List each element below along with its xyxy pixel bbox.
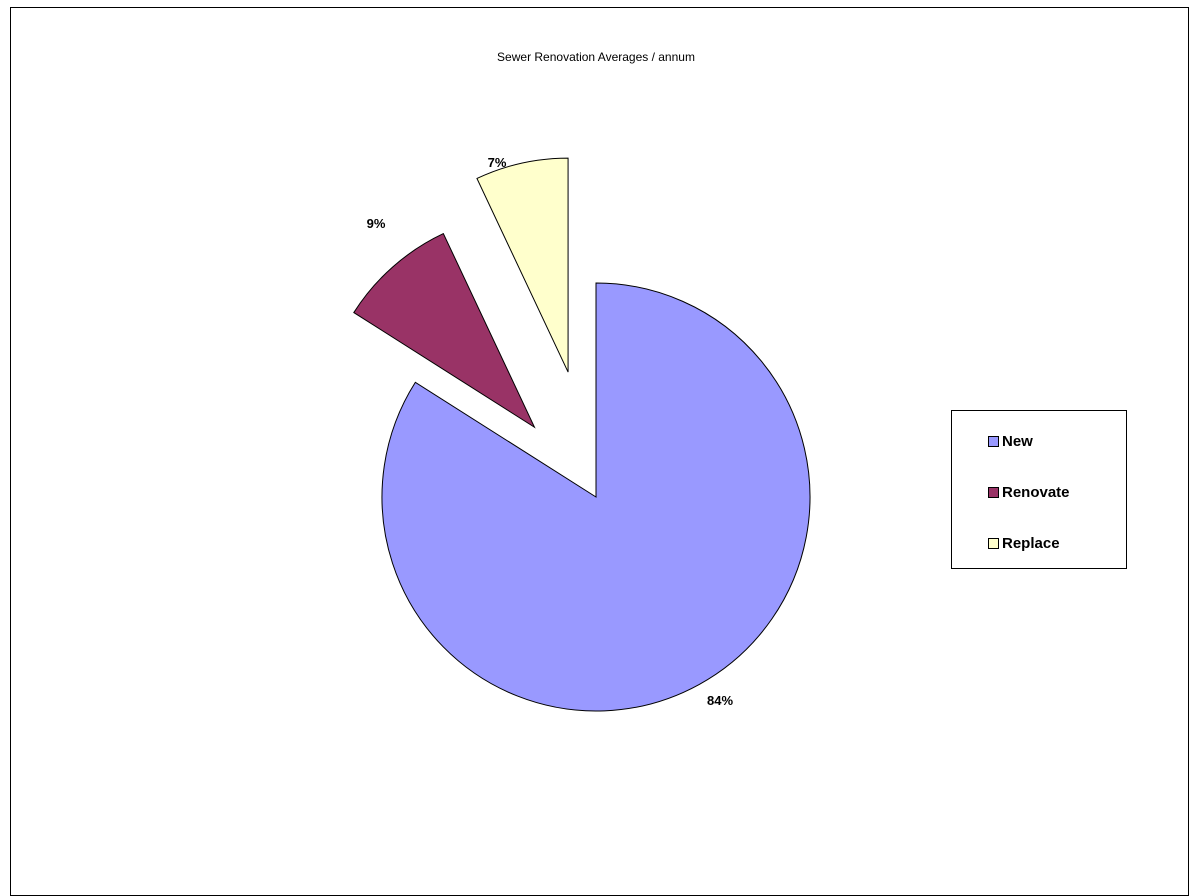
legend-label-replace: Replace xyxy=(1002,534,1060,552)
data-label-replace: 7% xyxy=(488,155,507,170)
legend-swatch-new xyxy=(988,435,999,447)
legend-label-renovate: Renovate xyxy=(1002,483,1070,501)
pie-slice-new xyxy=(381,282,811,712)
legend-swatch-renovate xyxy=(988,486,999,498)
chart-title: Sewer Renovation Averages / annum xyxy=(497,50,695,64)
pie-slice-renovate xyxy=(353,232,536,429)
data-label-renovate: 9% xyxy=(367,216,386,231)
pie-labels: 84% 9% 7% xyxy=(367,155,734,708)
legend-label-new: New xyxy=(1002,432,1033,450)
legend: New Renovate Replace xyxy=(951,410,1127,569)
pie-slice-replace xyxy=(476,157,569,373)
legend-item-renovate: Renovate xyxy=(988,483,1070,501)
pie-slices xyxy=(353,157,811,712)
legend-item-replace: Replace xyxy=(988,534,1060,552)
legend-item-new: New xyxy=(988,432,1033,450)
data-label-new: 84% xyxy=(707,693,733,708)
legend-swatch-replace xyxy=(988,537,999,549)
